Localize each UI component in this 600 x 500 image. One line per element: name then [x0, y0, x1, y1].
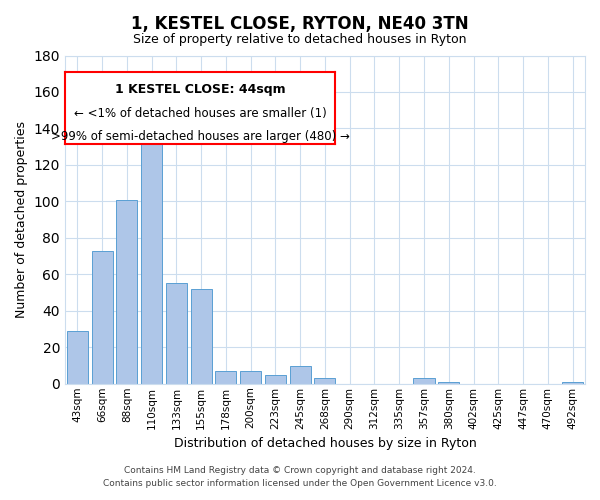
Bar [92, 250, 113, 384]
Y-axis label: Number of detached properties: Number of detached properties [15, 121, 28, 318]
Bar [240, 371, 261, 384]
X-axis label: Distribution of detached houses by size in Ryton: Distribution of detached houses by size … [173, 437, 476, 450]
Bar [314, 378, 335, 384]
Bar [265, 374, 286, 384]
Bar [191, 289, 212, 384]
Bar [290, 366, 311, 384]
Bar [413, 378, 434, 384]
Bar [141, 136, 162, 384]
Bar [562, 382, 583, 384]
Text: 1, KESTEL CLOSE, RYTON, NE40 3TN: 1, KESTEL CLOSE, RYTON, NE40 3TN [131, 15, 469, 33]
Bar [215, 371, 236, 384]
Bar [67, 331, 88, 384]
Bar [116, 200, 137, 384]
Bar [166, 284, 187, 384]
Text: Contains HM Land Registry data © Crown copyright and database right 2024.
Contai: Contains HM Land Registry data © Crown c… [103, 466, 497, 487]
Bar [438, 382, 460, 384]
Text: Size of property relative to detached houses in Ryton: Size of property relative to detached ho… [133, 32, 467, 46]
